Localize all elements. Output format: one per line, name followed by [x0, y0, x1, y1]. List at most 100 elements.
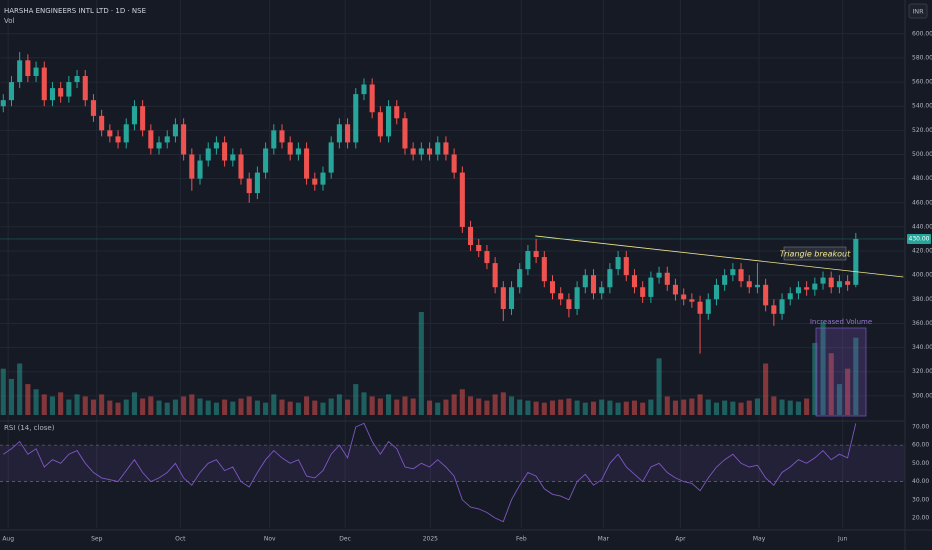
candle-body: [238, 154, 244, 179]
candle-body: [246, 178, 252, 194]
candle-body: [476, 245, 482, 252]
volume-bar: [615, 402, 621, 415]
volume-bar: [853, 337, 859, 415]
rsi-tick-label: 20.00: [912, 514, 929, 521]
y-tick-label: 560.00: [912, 79, 932, 86]
volume-bar: [402, 396, 408, 415]
volume-bar: [172, 399, 178, 415]
volume-bar: [82, 396, 88, 415]
candle-body: [189, 154, 195, 179]
volume-bar: [66, 399, 72, 415]
candle-body: [804, 287, 810, 290]
candle-body: [254, 172, 260, 194]
rsi-tick-label: 30.00: [912, 496, 929, 503]
volume-bar: [345, 399, 351, 415]
x-tick-label: Dec: [339, 536, 351, 543]
volume-bar: [140, 398, 146, 415]
rsi-line: [3, 422, 857, 523]
volume-bar: [713, 402, 719, 415]
volume-bar: [246, 396, 252, 415]
candle-body: [181, 124, 187, 155]
volume-bar: [0, 368, 6, 415]
candle-body: [853, 238, 859, 285]
volume-bar: [33, 389, 39, 415]
candle-body: [615, 257, 621, 270]
candle-body: [828, 277, 834, 288]
volume-bar: [771, 396, 777, 415]
volume-bar: [418, 312, 424, 415]
candle-layer: [0, 51, 905, 354]
volume-bar: [467, 396, 474, 415]
volume-bar: [648, 399, 654, 415]
candle-body: [386, 106, 392, 137]
x-tick-label: Feb: [516, 536, 527, 543]
candle-body: [590, 275, 597, 294]
volume-bar: [254, 400, 260, 415]
volume-bar: [656, 358, 662, 415]
volume-bar: [812, 342, 818, 415]
annotation-text: Increased Volume: [810, 318, 872, 326]
volume-bar: [787, 400, 793, 415]
volume-bar: [705, 399, 711, 415]
candle-body: [467, 226, 474, 245]
volume-bar: [836, 384, 842, 415]
y-tick-label: 500.00: [912, 151, 932, 158]
candle-body: [599, 287, 605, 294]
y-tick-label: 600.00: [912, 30, 932, 37]
volume-bar: [394, 399, 400, 415]
volume-bar: [599, 399, 605, 415]
candle-body: [8, 82, 15, 101]
volume-bar: [459, 389, 465, 415]
volume-bar: [763, 363, 769, 415]
candle-body: [582, 275, 588, 288]
volume-bar: [590, 401, 597, 415]
x-tick-label: May: [753, 536, 766, 543]
volume-bar: [607, 400, 613, 415]
candle-body: [66, 82, 72, 97]
rsi-tick-label: 70.00: [912, 423, 929, 430]
candle-body: [435, 142, 441, 155]
candle-body: [304, 148, 310, 179]
y-tick-label: 420.00: [912, 248, 932, 255]
candle-body: [730, 269, 736, 276]
candle-body: [418, 148, 424, 155]
candle-body: [271, 130, 277, 149]
volume-bar: [730, 401, 736, 415]
candle-body: [394, 106, 400, 119]
candle-body: [779, 299, 785, 314]
volume-bar: [672, 400, 679, 415]
rsi-tick-label: 50.00: [912, 460, 929, 467]
candle-body: [328, 142, 334, 173]
currency-button[interactable]: [908, 3, 928, 19]
y-tick-label: 480.00: [912, 175, 932, 182]
volume-bar: [353, 384, 359, 415]
volume-bar: [574, 400, 580, 415]
volume-bar: [738, 402, 744, 415]
volume-bar: [443, 399, 449, 415]
volume-bar: [558, 399, 564, 415]
candle-body: [74, 76, 80, 83]
candle-body: [771, 305, 777, 314]
x-tick-label: Apr: [675, 536, 686, 543]
volume-bar: [722, 400, 728, 415]
candle-body: [123, 124, 129, 143]
volume-bar: [238, 398, 244, 415]
volume-bar: [533, 401, 539, 415]
volume-bar: [328, 398, 334, 415]
volume-bar: [541, 402, 547, 415]
volume-label: Vol: [4, 17, 15, 25]
y-tick-label: 580.00: [912, 54, 932, 61]
annotation-text: Triangle breakout: [780, 250, 851, 259]
volume-bar: [845, 368, 851, 415]
candle-body: [279, 130, 285, 143]
volume-bar: [492, 394, 498, 415]
volume-bar: [123, 399, 129, 415]
candle-body: [607, 269, 613, 288]
currency-label[interactable]: INR: [912, 8, 924, 16]
volume-bar: [508, 396, 515, 415]
candle-body: [131, 106, 137, 125]
candle-body: [738, 269, 744, 282]
rsi-tick-label: 60.00: [912, 442, 929, 449]
volume-bar: [779, 399, 785, 415]
volume-bar: [287, 401, 293, 415]
